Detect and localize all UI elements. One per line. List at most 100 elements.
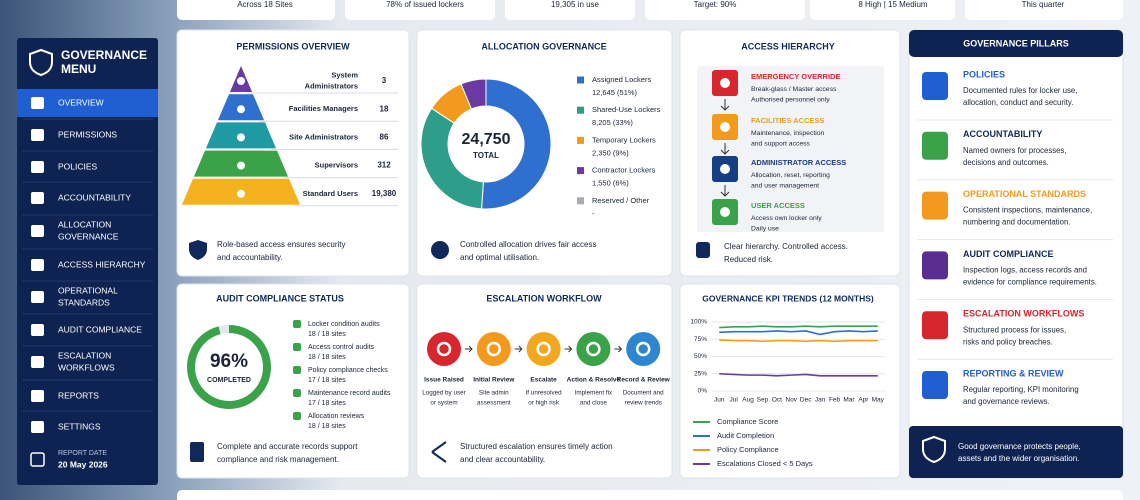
series-line — [719, 372, 878, 377]
donut-segment — [481, 78, 552, 210]
panel-footer: Controlled allocation drives fair access — [460, 240, 597, 249]
step-title: Escalate — [530, 377, 557, 384]
step-glyph — [486, 341, 502, 357]
legend-label: Assigned Lockers — [592, 75, 651, 84]
tier-icon — [237, 105, 245, 114]
sidebar-title: MENU — [61, 62, 96, 76]
menu-icon — [31, 192, 44, 204]
pillar-desc: Named owners for processes, — [963, 146, 1067, 155]
menu-item: OVERVIEW — [58, 97, 104, 107]
footer-icon — [922, 435, 946, 464]
step-title: Issue Raised — [424, 377, 464, 384]
level-title: FACILITIES ACCESS — [751, 116, 824, 125]
series-line — [719, 330, 878, 336]
step-icon — [427, 332, 461, 366]
role-name: Facilities Managers — [289, 104, 358, 113]
pillar-title: OPERATIONAL STANDARDS — [963, 189, 1086, 199]
menu-icon — [31, 225, 44, 237]
x-tick-label: Jan — [815, 397, 826, 404]
legend-swatch — [577, 167, 584, 175]
pillar-desc: evidence for compliance requirements. — [963, 277, 1097, 286]
x-tick-label: Nov — [786, 397, 798, 404]
audit-item: Maintenance record audits — [308, 390, 391, 397]
step-icon — [626, 332, 661, 366]
menu-item: OPERATIONAL — [58, 285, 118, 295]
panel-footer: and clear accountability. — [460, 455, 545, 464]
audit-sites: 17 / 18 sites — [308, 400, 346, 407]
legend-label: Compliance Score — [717, 417, 778, 426]
panel-title: ESCALATION WORKFLOW — [486, 293, 602, 303]
menu-item: GOVERNANCE — [58, 231, 119, 241]
menu-icon — [31, 390, 44, 402]
audit-sites: 18 / 18 sites — [308, 423, 346, 430]
step-arrow — [614, 345, 623, 353]
down-arrow — [720, 143, 730, 155]
series-line — [719, 325, 878, 329]
legend-label: Contractor Lockers — [592, 166, 656, 175]
menu-item: ALLOCATION — [58, 219, 111, 229]
menu-icon — [31, 324, 44, 336]
step-icon — [576, 332, 611, 366]
step-glyph — [635, 341, 651, 357]
step-desc: Document and — [623, 390, 664, 397]
legend-label: Temporary Lockers — [592, 135, 656, 144]
pillar-desc: numbering and documentation. — [963, 218, 1071, 227]
tier-icon — [237, 161, 245, 170]
menu-icon — [31, 356, 44, 368]
panel-title: GOVERNANCE PILLARS — [963, 38, 1069, 48]
step-icon — [476, 332, 511, 366]
x-tick-label: Sep — [757, 397, 769, 404]
footer-icon — [431, 441, 447, 463]
legend-label: Escalations Closed < 5 Days — [717, 459, 813, 468]
panel-title: PERMISSIONS OVERVIEW — [236, 41, 350, 51]
donut-caption: TOTAL — [473, 151, 499, 160]
step-desc: Site admin — [479, 390, 509, 397]
legend-label: Policy Compliance — [717, 445, 779, 454]
legend-swatch — [577, 136, 584, 144]
level-desc: Daily use — [751, 225, 779, 232]
footer-icon — [190, 442, 204, 462]
pillar-desc: Structured process for issues, — [963, 325, 1066, 334]
check-icon — [293, 343, 301, 351]
kpi-card — [810, 0, 955, 20]
level-glyph — [720, 122, 730, 132]
legend-swatch — [577, 106, 584, 114]
kpi-caption: Across 18 Sites — [237, 0, 293, 9]
kpi-card — [505, 0, 635, 20]
kpi-caption: 8 High | 15 Medium — [858, 0, 928, 9]
menu-item: SETTINGS — [58, 421, 101, 431]
step-desc: If unresolved — [526, 390, 563, 397]
level-desc: Allocation, reset, reporting — [751, 172, 830, 179]
y-tick-label: 0% — [698, 388, 708, 395]
step-title: Initial Review — [473, 377, 515, 384]
pillar-desc: decisions and outcomes. — [963, 158, 1049, 167]
pillar-desc: allocation, conduct and security. — [963, 98, 1073, 107]
panel-title: AUDIT COMPLIANCE STATUS — [216, 293, 344, 303]
check-icon — [293, 389, 301, 397]
step-desc: review trends — [624, 400, 661, 407]
level-title: EMERGENCY OVERRIDE — [751, 72, 840, 81]
legend-swatch — [577, 76, 584, 84]
menu-icon — [31, 97, 44, 109]
step-glyph — [586, 341, 601, 357]
pillar-desc: and governance reviews. — [963, 397, 1050, 406]
calendar-icon — [30, 452, 45, 467]
report-date-label: REPORT DATE — [58, 450, 107, 457]
level-title: ADMINISTRATOR ACCESS — [751, 158, 846, 167]
panel-footer: Clear hierarchy. Controlled access. — [724, 242, 848, 251]
pillar-desc: Consistent inspections, maintenance, — [963, 206, 1092, 215]
panel-footer: Role-based access ensures security — [217, 240, 346, 249]
donut-segment — [420, 107, 484, 210]
panel-title: ALLOCATION GOVERNANCE — [481, 41, 606, 51]
level-glyph — [720, 164, 730, 174]
role-count: 312 — [377, 161, 391, 170]
menu-item: ESCALATION — [58, 350, 111, 360]
panel-footer: Structured escalation ensures timely act… — [460, 442, 613, 451]
down-arrow — [720, 185, 730, 197]
tier-icon — [237, 133, 245, 142]
legend-swatch — [577, 197, 584, 205]
report-date: 20 May 2026 — [58, 459, 108, 469]
panel-footer: Reduced risk. — [724, 255, 773, 264]
step-arrow — [465, 345, 473, 353]
menu-item: ACCESS HIERARCHY — [58, 259, 146, 269]
